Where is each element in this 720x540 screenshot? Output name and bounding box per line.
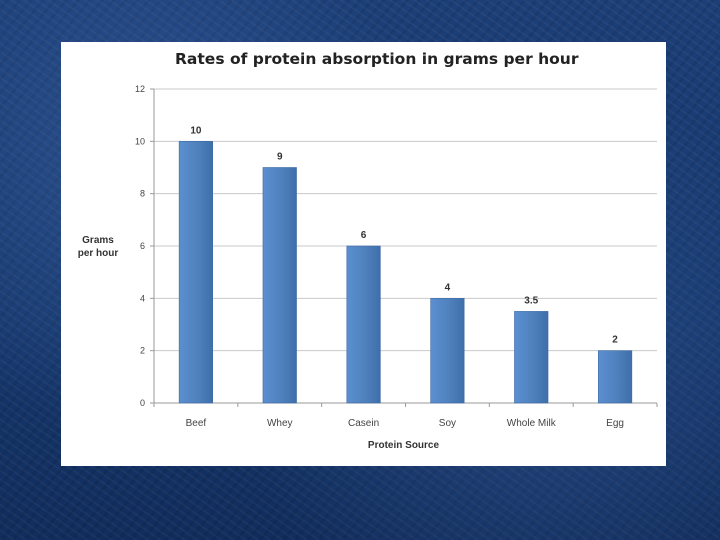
bar-soy — [430, 298, 465, 404]
y-axis-label: Grams per hour — [69, 234, 127, 260]
y-tick-label: 12 — [135, 84, 145, 94]
x-tick-label: Egg — [606, 418, 624, 429]
y-tick-label: 4 — [140, 293, 145, 303]
x-axis-label: Protein Source — [367, 440, 440, 451]
data-label: 10 — [190, 125, 202, 136]
x-tick-label: Beef — [186, 418, 207, 429]
y-tick-label: 2 — [140, 346, 145, 356]
bar-whey — [262, 167, 297, 404]
data-label: 2 — [612, 335, 618, 346]
x-tick-label: Whey — [267, 418, 293, 429]
chart-title: Rates of protein absorption in grams per… — [175, 50, 579, 68]
y-tick-label: 10 — [135, 136, 145, 146]
data-label: 9 — [277, 152, 283, 163]
y-tick-label: 6 — [140, 241, 145, 251]
y-tick-label: 8 — [140, 189, 145, 199]
bar-beef — [178, 141, 213, 404]
y-axis-label-line-1: Grams — [82, 235, 114, 246]
y-axis-label-line-2: per hour — [77, 248, 119, 259]
chart-panel: Rates of protein absorption in grams per… — [61, 42, 666, 466]
bar-egg — [598, 350, 633, 404]
data-label: 3.5 — [524, 295, 538, 306]
x-tick-label: Casein — [348, 418, 379, 429]
bar-chart: 0 2 4 6 8 10 12 10 Beef 9 Whey 6 Casein 4 Soy 3.5 Whole … — [135, 84, 658, 429]
data-label: 6 — [361, 230, 367, 241]
x-tick-label: Whole Milk — [507, 418, 557, 429]
y-tick-label: 0 — [140, 398, 145, 408]
bar-casein — [346, 245, 381, 404]
x-tick-label: Soy — [439, 418, 456, 429]
bar-whole-milk — [514, 311, 549, 404]
data-label: 4 — [445, 282, 451, 293]
